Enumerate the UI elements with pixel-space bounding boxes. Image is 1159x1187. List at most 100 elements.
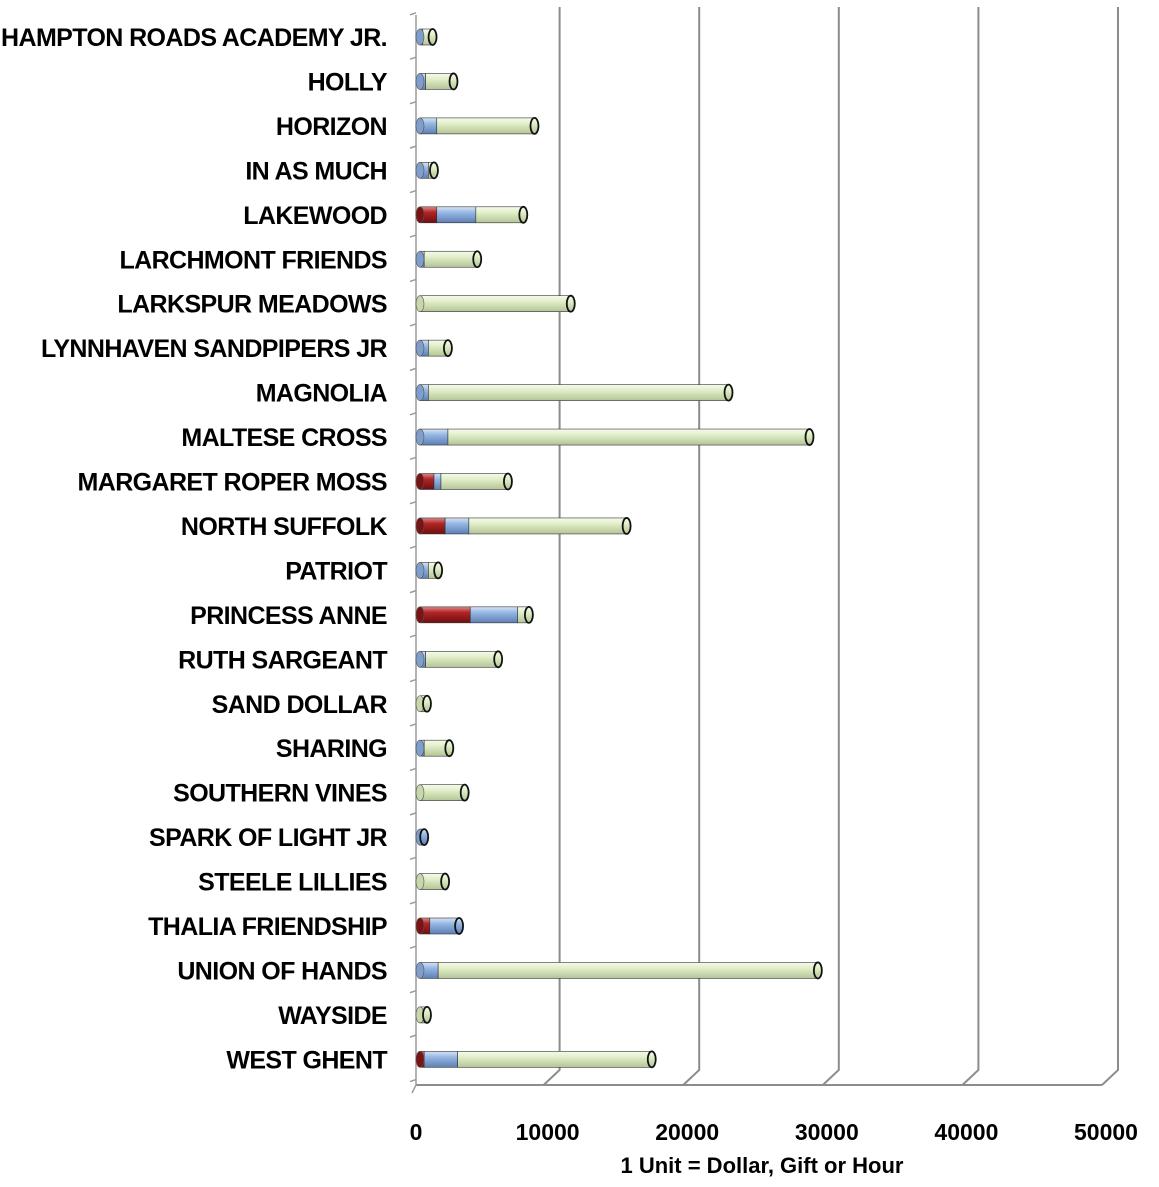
x-axis-title: 1 Unit = Dollar, Gift or Hour xyxy=(621,1153,904,1178)
bar-segment xyxy=(423,1051,458,1068)
bar-start-cap xyxy=(415,739,425,757)
y-axis-tick xyxy=(409,812,417,816)
bar-segment xyxy=(469,606,519,624)
category-labels: HAMPTON ROADS ACADEMY JR. HOLLY HORIZON IN … xyxy=(1,24,388,1074)
bar-start-cap xyxy=(415,1051,425,1068)
bar-start-cap xyxy=(415,73,425,90)
y-axis-tick xyxy=(409,501,417,505)
bar-start-cap xyxy=(415,873,425,890)
bar-segment xyxy=(433,473,442,490)
bar-segment xyxy=(419,784,465,801)
bar-segment xyxy=(437,962,819,979)
y-axis-tick xyxy=(409,856,417,861)
bar-start-cap xyxy=(415,962,425,979)
bars xyxy=(415,28,823,1069)
bar-end-cap xyxy=(472,250,483,269)
bar-start-cap xyxy=(415,295,425,313)
bar-end-cap xyxy=(444,739,455,758)
y-axis-tick xyxy=(409,367,417,372)
bar-segment xyxy=(444,517,470,535)
y-axis-tick xyxy=(409,723,417,727)
bar-end-cap xyxy=(459,783,470,802)
bar-start-cap xyxy=(415,917,425,935)
bar-start-cap xyxy=(415,517,425,535)
y-axis-tick xyxy=(409,945,417,949)
bar-end-cap xyxy=(419,828,430,846)
category-label: MALTESE CROSS xyxy=(181,424,387,452)
bar-start-cap xyxy=(415,117,425,135)
y-axis-tick xyxy=(409,767,417,772)
bar-start-cap xyxy=(415,250,425,268)
y-axis-tick xyxy=(409,678,417,683)
x-tick-labels: 0 10000 20000 30000 40000 50000 xyxy=(410,1119,1138,1145)
x-tick-label: 0 xyxy=(410,1119,423,1145)
y-axis-tick xyxy=(409,56,417,60)
bar-segment xyxy=(457,1051,653,1068)
y-axis-tick xyxy=(409,989,417,994)
y-axis-tick xyxy=(409,412,417,416)
category-label: PRINCESS ANNE xyxy=(190,602,387,630)
category-label: WAYSIDE xyxy=(278,1002,387,1030)
bar-end-cap xyxy=(433,561,444,580)
category-label: THALIA FRIENDSHIP xyxy=(148,913,387,941)
bar-segment xyxy=(428,384,729,401)
category-label: IN AS MUCH xyxy=(245,157,387,185)
gridlines xyxy=(416,7,1119,1086)
y-axis-tick xyxy=(409,323,417,327)
bar-segment xyxy=(436,117,535,135)
gridline xyxy=(682,7,701,1086)
y-axis-tick xyxy=(409,589,417,594)
category-label: STEELE LILLIES xyxy=(198,869,387,897)
bar-segment xyxy=(419,606,471,624)
bar-start-cap xyxy=(415,428,425,446)
bar-end-cap xyxy=(523,605,534,624)
gridline xyxy=(822,7,840,1086)
x-tick-label: 30000 xyxy=(795,1119,859,1145)
y-axis-tick xyxy=(409,278,417,283)
category-label: MAGNOLIA xyxy=(256,380,388,408)
category-label: HAMPTON ROADS ACADEMY JR. xyxy=(1,24,387,52)
bar-end-cap xyxy=(493,650,504,669)
y-axis-line xyxy=(411,15,417,1094)
bar-segment xyxy=(447,428,810,446)
axis-wall xyxy=(409,12,417,1094)
category-label: WEST GHENT xyxy=(226,1046,387,1074)
y-axis-tick xyxy=(409,234,417,238)
bar-start-cap xyxy=(415,28,425,46)
x-tick-label: 10000 xyxy=(516,1119,580,1145)
bar-start-cap xyxy=(415,650,425,668)
category-label: LARKSPUR MEADOWS xyxy=(117,291,387,319)
bar-end-cap xyxy=(646,1050,657,1069)
gridline xyxy=(961,7,980,1086)
bar-start-cap xyxy=(415,339,425,357)
y-axis-tick xyxy=(409,456,417,460)
category-label: SAND DOLLAR xyxy=(212,691,388,719)
x-tick-label: 50000 xyxy=(1074,1119,1138,1145)
category-label: NORTH SUFFOLK xyxy=(181,513,388,541)
bar-segment xyxy=(440,473,509,490)
bar-segment xyxy=(468,517,627,535)
category-label: SHARING xyxy=(276,735,387,763)
bar-start-cap xyxy=(415,384,425,401)
category-label: PATRIOT xyxy=(285,557,387,585)
category-label: HORIZON xyxy=(276,113,387,141)
y-axis-tick xyxy=(409,189,417,194)
bar-start-cap xyxy=(415,562,425,579)
bar-end-cap xyxy=(440,872,451,891)
y-axis-tick xyxy=(409,634,417,638)
gridline xyxy=(542,7,561,1086)
y-axis-tick xyxy=(409,901,417,905)
bar-end-cap xyxy=(518,205,529,224)
category-label: RUTH SARGEANT xyxy=(178,646,387,674)
bar-end-cap xyxy=(422,694,432,713)
bar-start-cap xyxy=(415,606,425,624)
category-label: SOUTHERN VINES xyxy=(173,780,387,808)
category-label: LARCHMONT FRIENDS xyxy=(119,246,387,274)
y-axis-tick xyxy=(409,1034,417,1038)
category-label: SPARK OF LIGHT JR xyxy=(149,824,388,852)
y-axis-tick xyxy=(409,12,417,16)
bar-segment xyxy=(425,650,499,668)
bar-segment xyxy=(423,250,478,268)
